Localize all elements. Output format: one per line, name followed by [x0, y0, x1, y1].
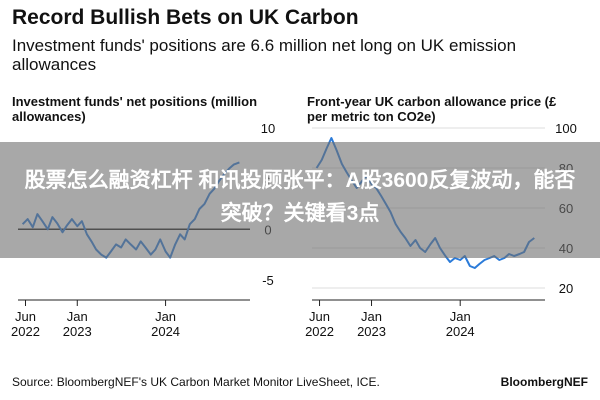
chart-subtitle: Investment funds' positions are 6.6 mill… — [12, 36, 517, 74]
right-x-tick-label: Jan — [450, 309, 471, 324]
chart-title: Record Bullish Bets on UK Carbon — [12, 6, 359, 29]
right-x-tick-label: Jun — [309, 309, 330, 324]
source-note: Source: BloombergNEF's UK Carbon Market … — [12, 375, 380, 389]
left-x-tick-label: 2024 — [151, 324, 180, 339]
right-panel-title: Front-year UK carbon allowance price (£ … — [307, 94, 557, 124]
left-x-tick-label: Jun — [15, 309, 36, 324]
left-x-tick-label: 2023 — [63, 324, 92, 339]
right-x-tick-label: 2022 — [305, 324, 334, 339]
left-x-tick-label: Jan — [67, 309, 88, 324]
right-x-tick-label: Jan — [361, 309, 382, 324]
brand-logo: BloombergNEF — [500, 375, 588, 389]
right-y-tick-label: 20 — [559, 281, 573, 296]
left-x-tick-label: Jan — [155, 309, 176, 324]
left-x-tick-label: 2022 — [11, 324, 40, 339]
right-x-tick-label: 2023 — [357, 324, 386, 339]
overlay-headline[interactable]: 股票怎么融资杠杆 和讯投顾张平：A股3600反复波动，能否突破？关键看3点 — [24, 169, 576, 225]
right-y-tick-label: 100 — [555, 121, 577, 136]
headline-overlay-band — [0, 142, 600, 258]
left-panel-title: Investment funds' net positions (million… — [12, 94, 258, 124]
right-x-tick-label: 2024 — [446, 324, 475, 339]
left-y-tick-label: -5 — [262, 273, 274, 288]
left-y-tick-label: 10 — [261, 121, 275, 136]
